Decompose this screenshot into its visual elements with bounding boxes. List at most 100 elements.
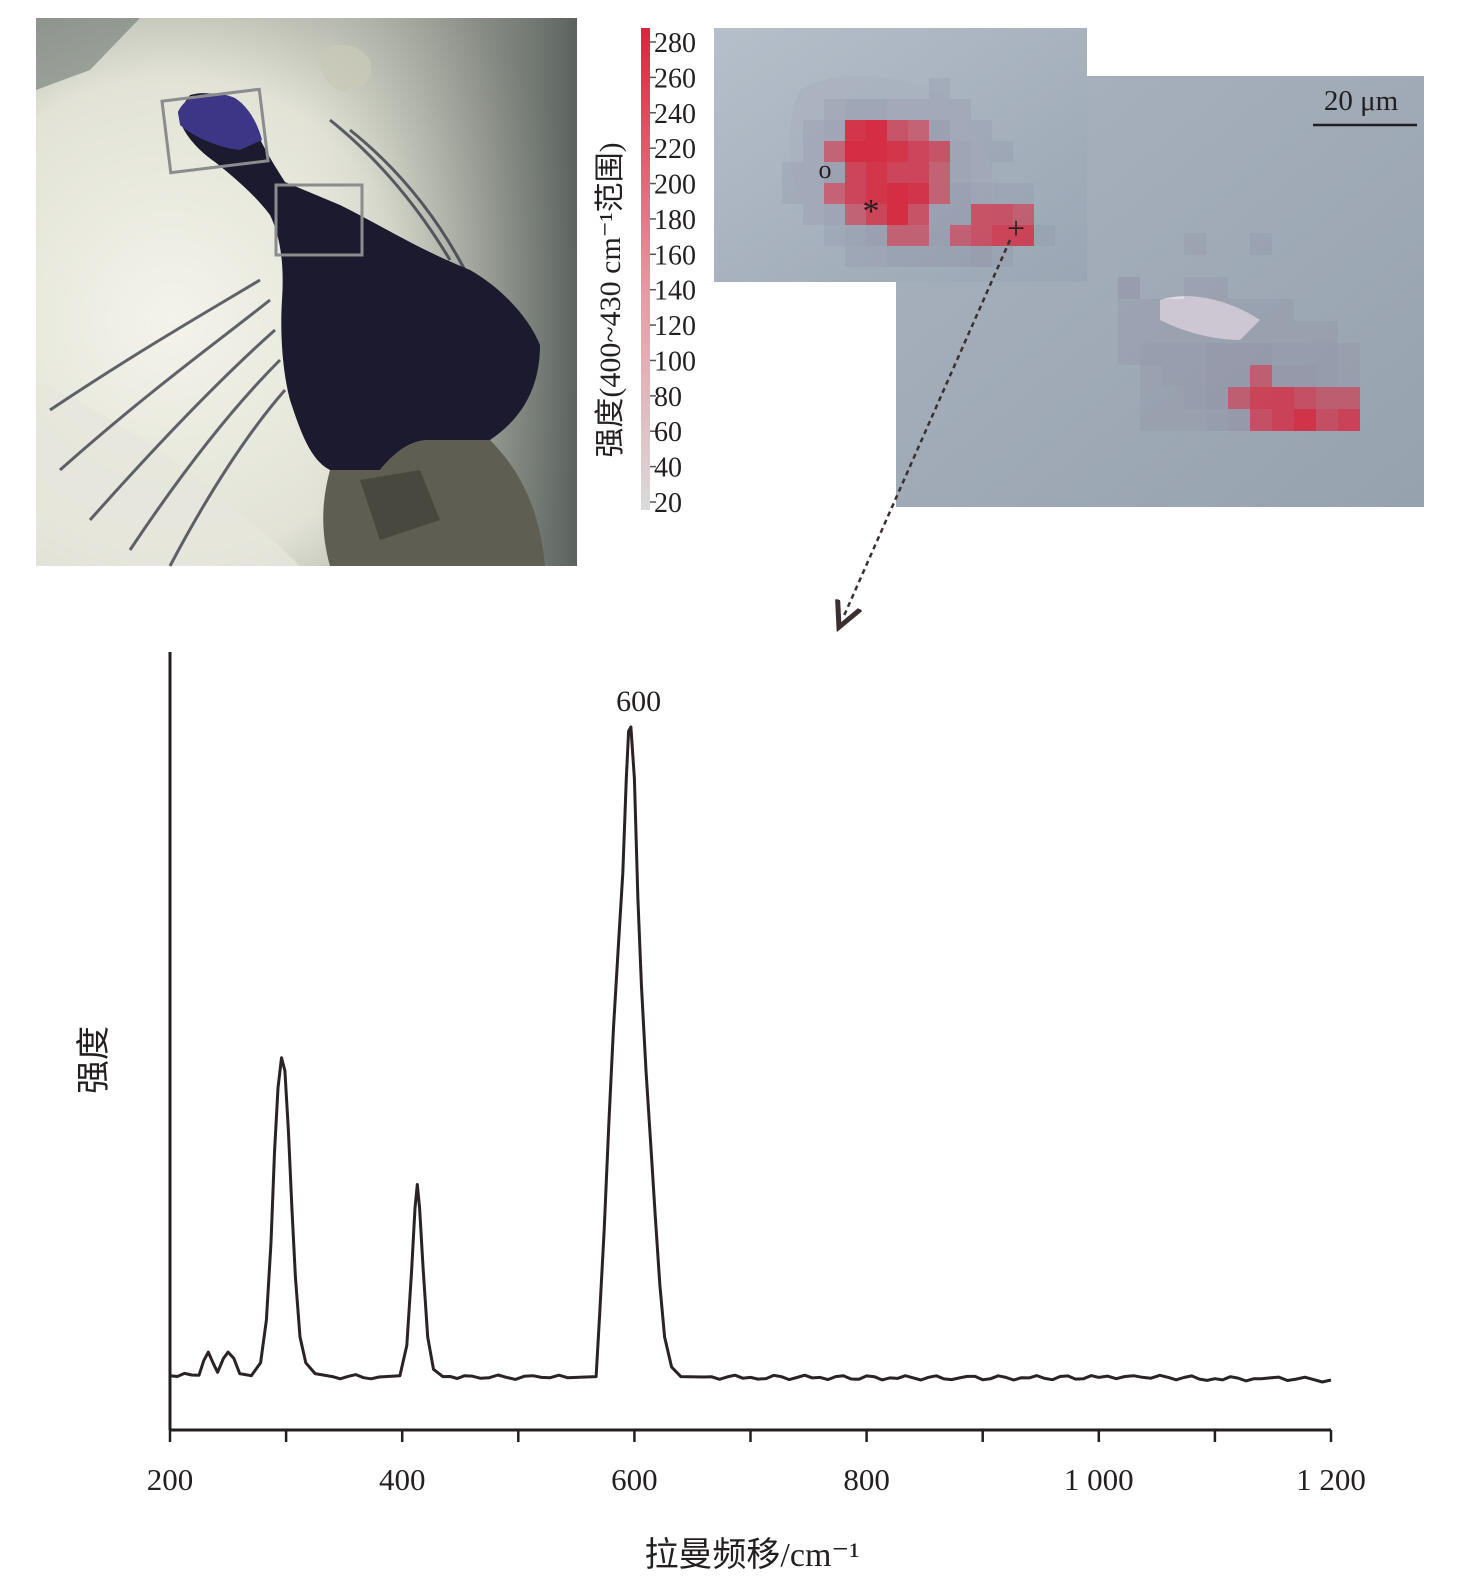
map-pixel bbox=[866, 204, 887, 225]
map-pixel bbox=[908, 225, 929, 246]
map-pixel bbox=[971, 141, 992, 162]
map-pixel bbox=[908, 141, 929, 162]
map-pixel bbox=[1118, 343, 1140, 365]
map-pixel bbox=[971, 162, 992, 183]
map-pixel bbox=[1228, 365, 1250, 387]
x-tick-label: 1 200 bbox=[1296, 1462, 1366, 1497]
map-pixel bbox=[782, 162, 803, 183]
raman-map: o * + 20 μm bbox=[714, 28, 1424, 507]
colorbar-tick-label: 80 bbox=[654, 382, 682, 413]
map-pixel bbox=[1118, 321, 1140, 343]
map-pixel bbox=[908, 120, 929, 141]
map-pixel bbox=[950, 183, 971, 204]
x-tick-label: 600 bbox=[611, 1462, 658, 1497]
map-pixel bbox=[971, 225, 992, 246]
colorbar-tick-label: 140 bbox=[654, 276, 696, 307]
map-pixel bbox=[908, 183, 929, 204]
map-pixel bbox=[1272, 387, 1294, 409]
map-pixel bbox=[1140, 343, 1162, 365]
map-pixel bbox=[1206, 343, 1228, 365]
map-pixel bbox=[1228, 409, 1250, 431]
map-pixel bbox=[803, 141, 824, 162]
map-pixel bbox=[1140, 365, 1162, 387]
map-pixel bbox=[1294, 321, 1316, 343]
map-pixel bbox=[908, 162, 929, 183]
map-pixel bbox=[824, 225, 845, 246]
map-pixel bbox=[1140, 387, 1162, 409]
map-pixel bbox=[887, 120, 908, 141]
map-pixel bbox=[782, 183, 803, 204]
map-pixel bbox=[1250, 299, 1272, 321]
map-pixel bbox=[845, 120, 866, 141]
map-pixel bbox=[1316, 387, 1338, 409]
pointer-arrow bbox=[843, 239, 1012, 618]
map-pixel bbox=[1316, 321, 1338, 343]
map-pixel bbox=[887, 141, 908, 162]
colorbar-tick-label: 120 bbox=[654, 311, 696, 342]
map-pixel bbox=[1272, 321, 1294, 343]
map-pixel bbox=[803, 204, 824, 225]
map-pixel bbox=[992, 225, 1013, 246]
map-pixel bbox=[866, 183, 887, 204]
map-pixel bbox=[1338, 409, 1360, 431]
map-pixel bbox=[845, 225, 866, 246]
map-pixel bbox=[824, 120, 845, 141]
colorbar-tick-label: 240 bbox=[654, 99, 696, 130]
colorbar-tick-label: 200 bbox=[654, 170, 696, 201]
map-pixel bbox=[950, 225, 971, 246]
map-pixel bbox=[1013, 204, 1034, 225]
spectrum-chart: 200 400 600 800 1 000 1 200 600 强度 拉曼频移/cm⁻¹ bbox=[75, 652, 1366, 1574]
selection-box-upper bbox=[160, 87, 270, 175]
map-pixel bbox=[845, 141, 866, 162]
map-pixel bbox=[824, 162, 845, 183]
map-pixel bbox=[866, 225, 887, 246]
map-pixel bbox=[1206, 409, 1228, 431]
map-pixel bbox=[887, 204, 908, 225]
x-tick-label: 400 bbox=[379, 1462, 426, 1497]
map-pixel bbox=[1013, 183, 1034, 204]
map-pixel bbox=[1316, 365, 1338, 387]
map-pixel bbox=[1294, 343, 1316, 365]
map-pixel bbox=[1250, 409, 1272, 431]
x-axis-ticks: 200 400 600 800 1 000 1 200 bbox=[147, 1430, 1366, 1497]
map-pixel bbox=[1228, 299, 1250, 321]
map-pixel bbox=[887, 246, 908, 267]
map-pixel bbox=[845, 99, 866, 120]
map-pixel bbox=[1250, 387, 1272, 409]
map-pixel bbox=[1294, 409, 1316, 431]
map-pixel bbox=[1338, 387, 1360, 409]
map-pixel bbox=[887, 183, 908, 204]
map-pixel bbox=[1272, 409, 1294, 431]
map-pixel bbox=[866, 162, 887, 183]
map-pixel bbox=[1272, 343, 1294, 365]
colorbar-gradient bbox=[641, 28, 650, 510]
map-pixel bbox=[971, 183, 992, 204]
colorbar-tick-label: 100 bbox=[654, 346, 696, 377]
map-pixel bbox=[866, 246, 887, 267]
map-pixel bbox=[1013, 225, 1034, 246]
map-pixel bbox=[929, 141, 950, 162]
map-pixel bbox=[1162, 321, 1184, 343]
map-pixel bbox=[866, 99, 887, 120]
colorbar-tick-label: 180 bbox=[654, 205, 696, 236]
map-pixel bbox=[1206, 277, 1228, 299]
map-pixel bbox=[950, 246, 971, 267]
map-pixel bbox=[950, 120, 971, 141]
colorbar-tick-label: 220 bbox=[654, 134, 696, 165]
map-pixel bbox=[950, 99, 971, 120]
map-pixel bbox=[971, 246, 992, 267]
x-axis-label: 拉曼频移/cm⁻¹ bbox=[644, 1536, 859, 1574]
map-pixel bbox=[971, 120, 992, 141]
map-pixel bbox=[1206, 387, 1228, 409]
colorbar: 280 260 240 220 200 180 160 140 120 100 80 60 40 20 强… bbox=[594, 28, 696, 519]
colorbar-tick-label: 280 bbox=[654, 28, 696, 59]
map-pixel bbox=[908, 204, 929, 225]
colorbar-tick-labels: 280 260 240 220 200 180 160 140 120 100 80 60 40 20 bbox=[650, 28, 696, 519]
map-pixel bbox=[1184, 343, 1206, 365]
map-pixel bbox=[1118, 299, 1140, 321]
map-pixel bbox=[1162, 409, 1184, 431]
y-axis-label: 强度 bbox=[75, 1026, 113, 1094]
map-pixel bbox=[887, 162, 908, 183]
map-pixel bbox=[845, 162, 866, 183]
